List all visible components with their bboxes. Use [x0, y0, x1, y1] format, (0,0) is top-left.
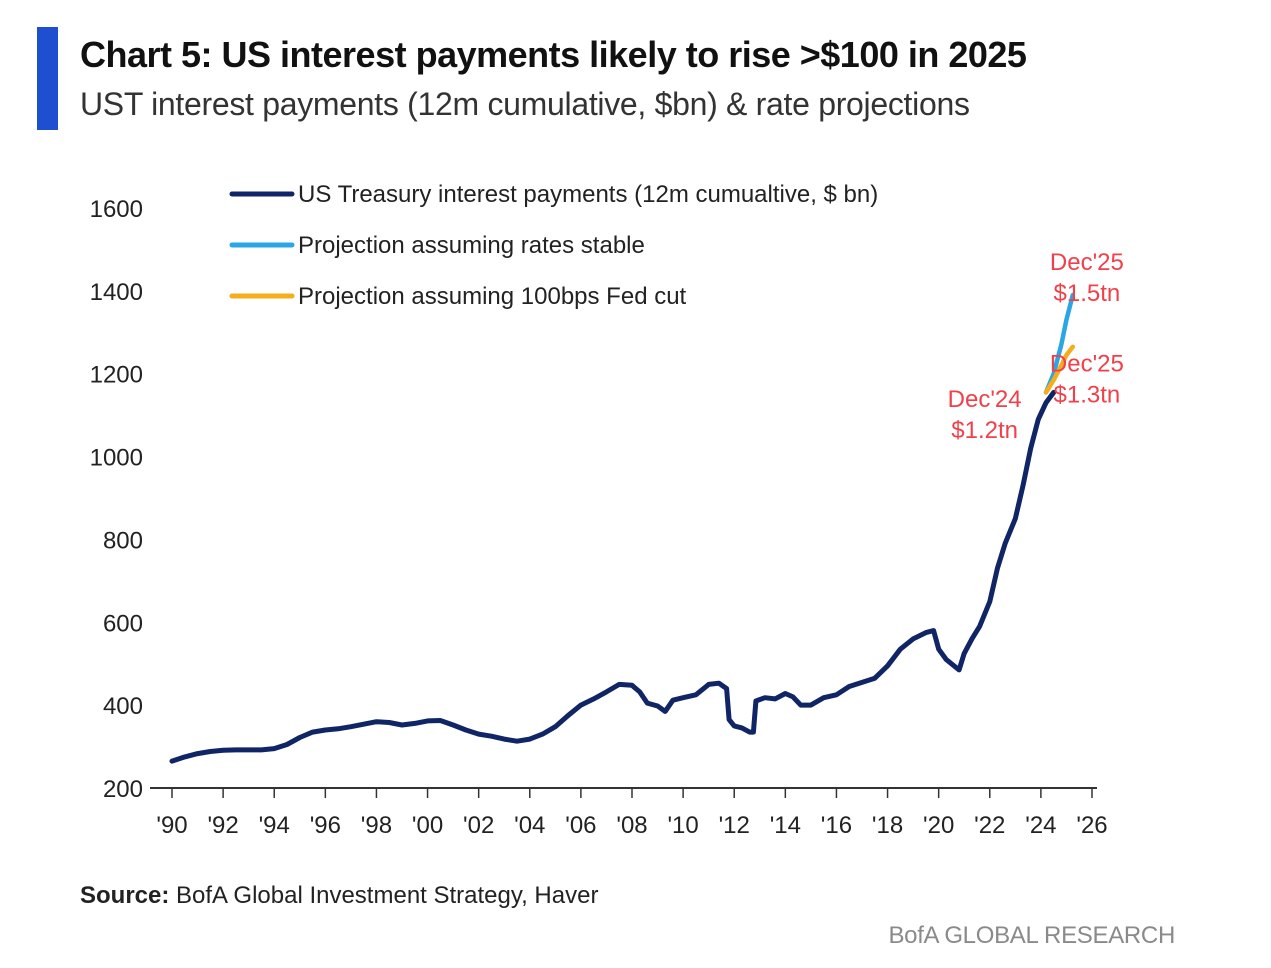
x-tick-label: '24	[1025, 812, 1056, 839]
x-tick-label: '92	[207, 812, 238, 839]
x-tick-label: '04	[514, 812, 545, 839]
y-tick-label: 800	[103, 527, 143, 554]
y-tick-label: 1000	[90, 445, 143, 472]
brand-footer: BofA GLOBAL RESEARCH	[888, 922, 1175, 949]
y-tick-label: 600	[103, 610, 143, 637]
x-tick-label: '96	[310, 812, 341, 839]
main-series-line	[169, 389, 1057, 764]
x-tick-label: '26	[1076, 812, 1107, 839]
x-tick-label: '14	[770, 812, 801, 839]
y-axis-ticks: 200 400 600 800 1000 1200 1400 1600	[90, 196, 143, 803]
annotation-label: Dec'25 $1.3tn	[1050, 351, 1124, 409]
x-tick-label: '90	[156, 812, 187, 839]
annotation-label: Dec'25 $1.5tn	[1050, 249, 1124, 307]
legend-label: Projection assuming 100bps Fed cut	[298, 283, 687, 310]
chart-title: Chart 5: US interest payments likely to …	[80, 34, 1027, 75]
source-text: BofA Global Investment Strategy, Haver	[169, 882, 599, 909]
y-tick-label: 1400	[90, 279, 143, 306]
x-tick-label: '00	[412, 812, 443, 839]
accent-bar	[37, 27, 58, 130]
x-tick-label: '10	[667, 812, 698, 839]
source-label: Source:	[80, 882, 170, 909]
y-tick-label: 200	[103, 776, 143, 803]
x-tick-label: '08	[616, 812, 647, 839]
annotations: Dec'25 $1.5tn Dec'25 $1.3tn Dec'24 $1.2tn	[948, 249, 1124, 444]
x-tick-label: '16	[821, 812, 852, 839]
fed-cut-projection-line	[1043, 344, 1076, 395]
series-layer	[169, 292, 1076, 764]
y-tick-label: 1200	[90, 362, 143, 389]
legend-label: Projection assuming rates stable	[298, 232, 645, 259]
x-tick-label: '94	[259, 812, 290, 839]
x-axis-ticks: '90 '92 '94 '96 '98 '00 '02 '04 '06 '08 '10 '12 '14 '…	[156, 788, 1108, 839]
chart-subtitle: UST interest payments (12m cumulative, $…	[80, 86, 970, 122]
y-tick-label: 1600	[90, 196, 143, 223]
stable-projection-line	[1043, 292, 1076, 395]
x-tick-label: '06	[565, 812, 596, 839]
x-tick-label: '22	[974, 812, 1005, 839]
legend: US Treasury interest payments (12m cumua…	[229, 181, 878, 310]
annotation-label: Dec'24 $1.2tn	[948, 386, 1022, 444]
x-tick-label: '20	[923, 812, 954, 839]
x-tick-label: '98	[361, 812, 392, 839]
y-tick-label: 400	[103, 693, 143, 720]
x-tick-label: '18	[872, 812, 903, 839]
x-tick-label: '12	[719, 812, 750, 839]
x-tick-label: '02	[463, 812, 494, 839]
legend-label: US Treasury interest payments (12m cumua…	[298, 181, 878, 208]
source-note: Source: BofA Global Investment Strategy,…	[80, 882, 598, 910]
